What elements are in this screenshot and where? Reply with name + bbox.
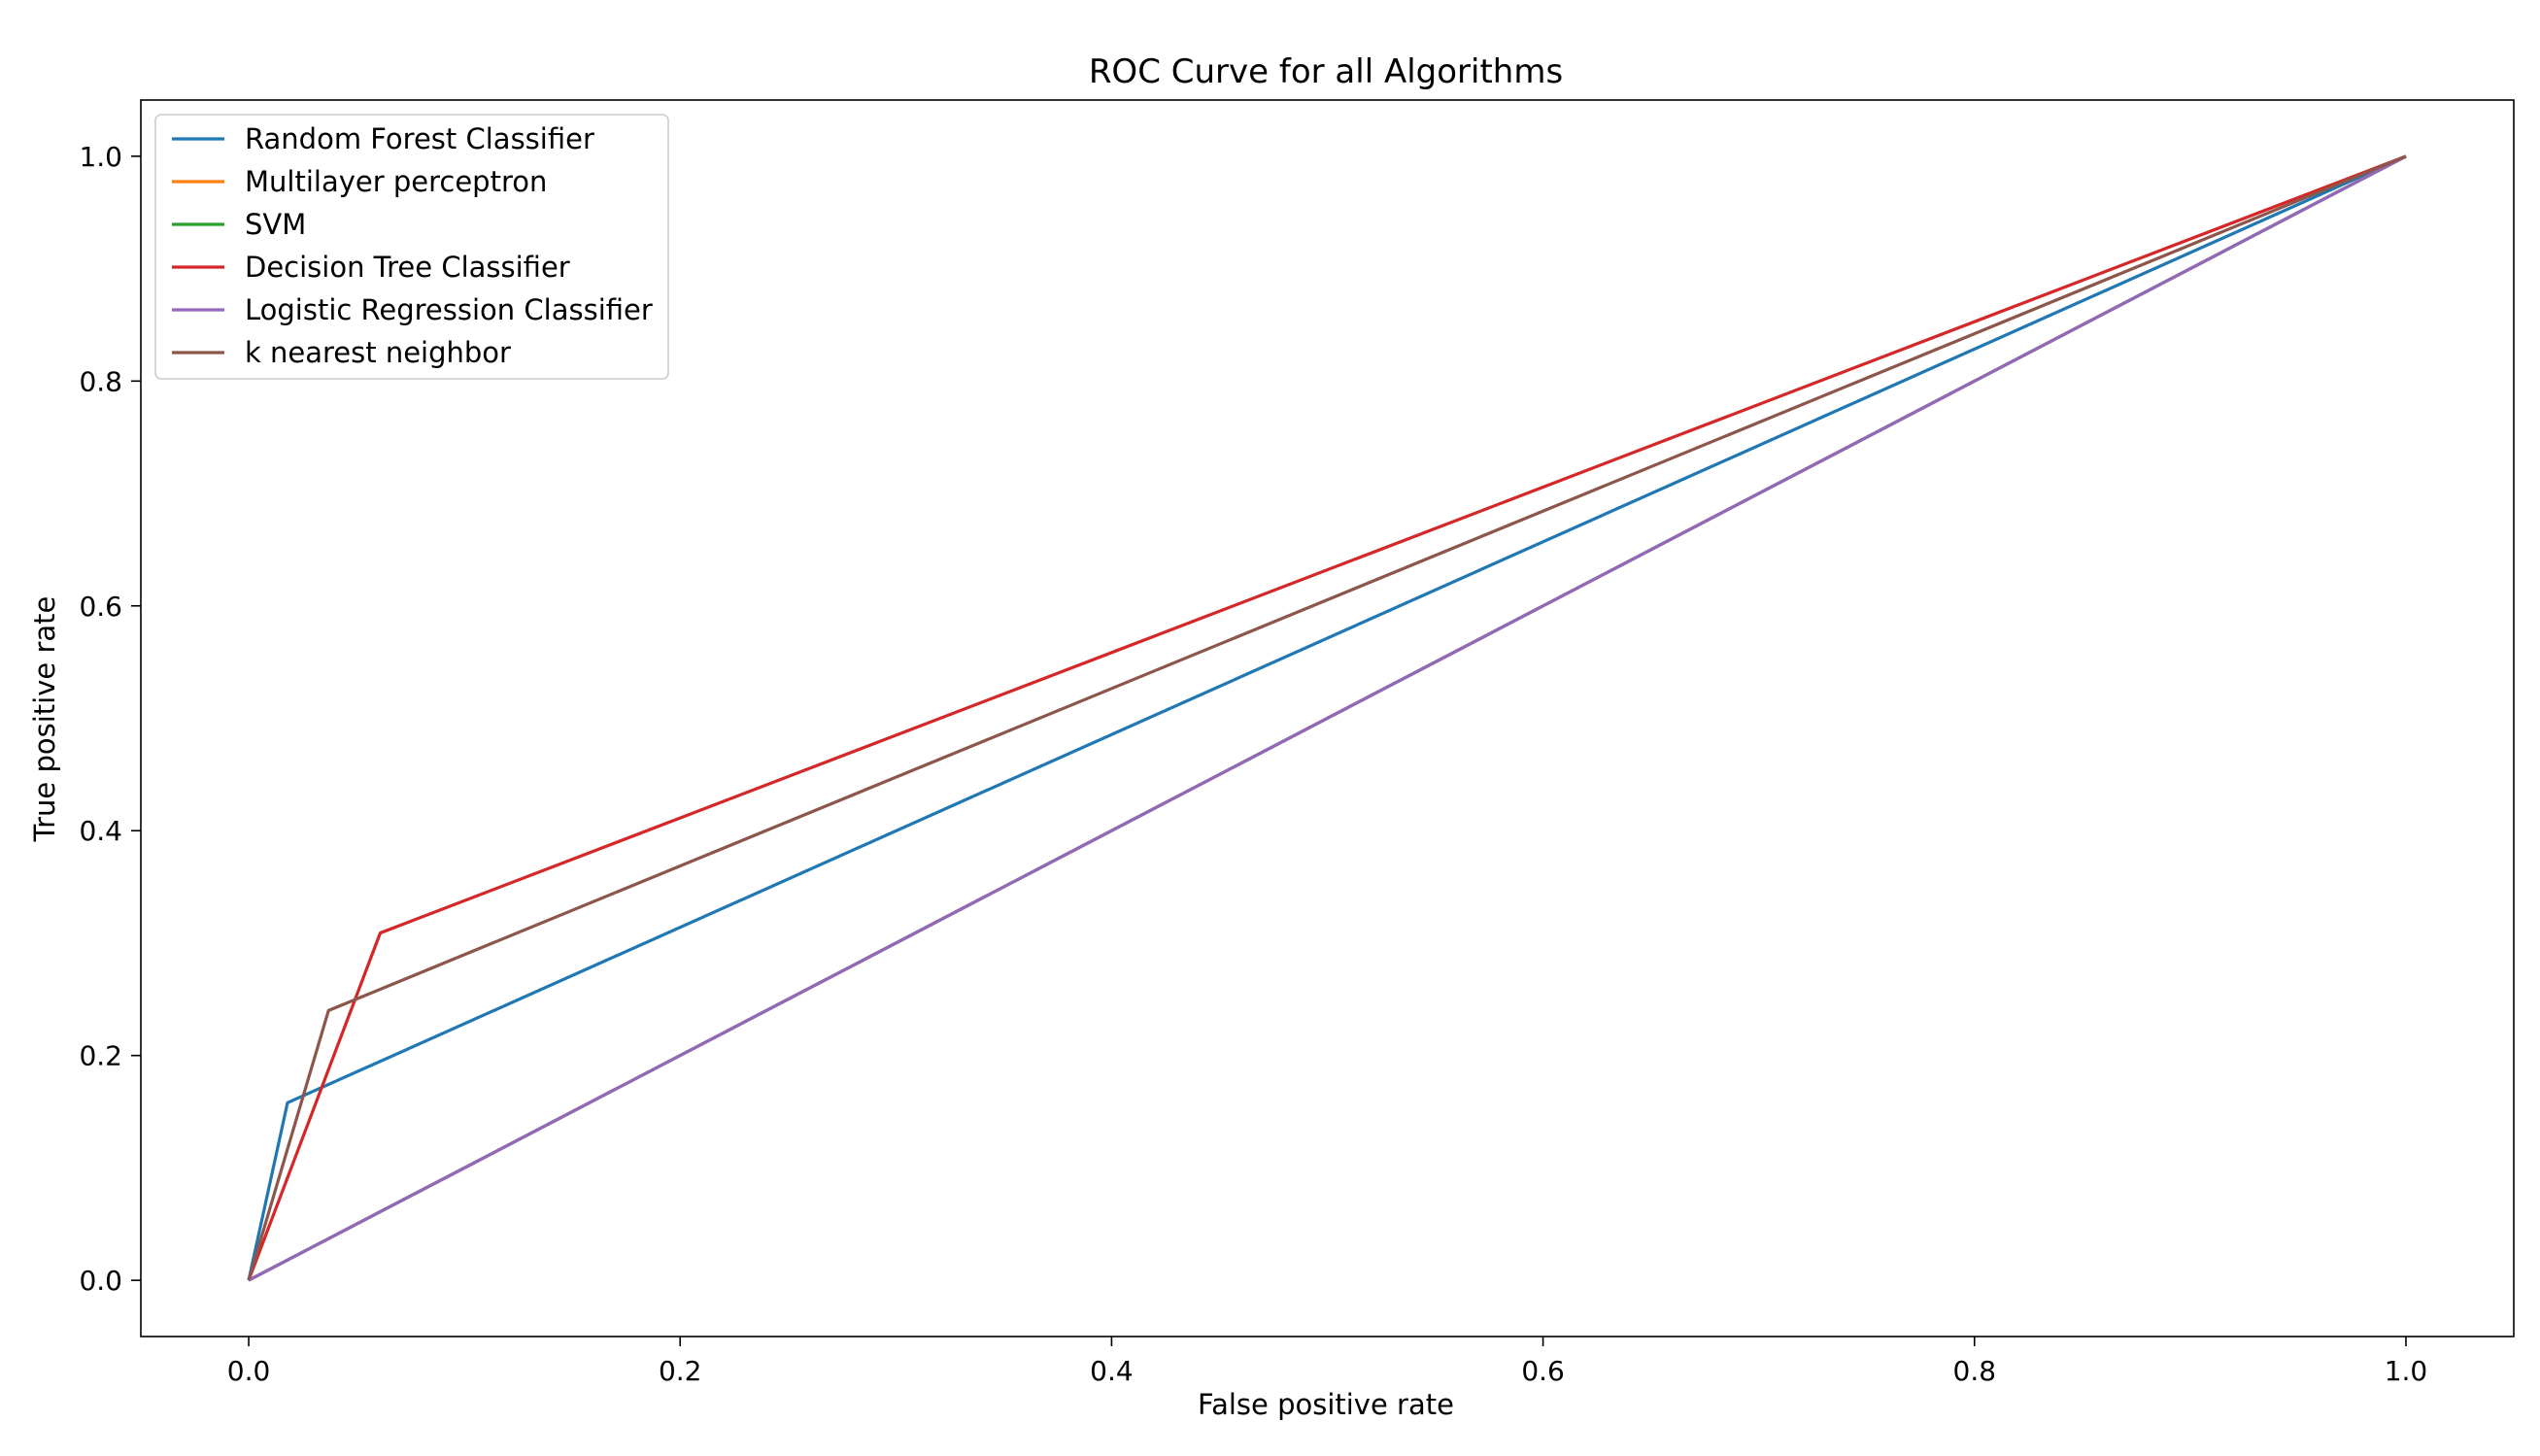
y-tick-label: 0.6 bbox=[79, 591, 122, 623]
plot-frame bbox=[140, 99, 2515, 1337]
x-tick-label: 0.2 bbox=[659, 1355, 702, 1387]
legend-label-0: Random Forest Classifier bbox=[245, 122, 594, 155]
y-tick-label: 0.8 bbox=[79, 365, 122, 397]
y-tick-label: 1.0 bbox=[79, 141, 122, 173]
x-tick-label: 0.4 bbox=[1090, 1355, 1134, 1387]
chart-title: ROC Curve for all Algorithms bbox=[1089, 52, 1563, 91]
series-line-4 bbox=[248, 154, 2407, 1282]
y-axis-label: True positive rate bbox=[28, 596, 61, 843]
series-layer bbox=[247, 154, 2407, 1282]
x-tick-label: 0.6 bbox=[1521, 1355, 1565, 1387]
x-axis-label: False positive rate bbox=[1198, 1388, 1454, 1421]
legend: Random Forest Classifier Multilayer perce… bbox=[154, 114, 669, 380]
series-line-3 bbox=[247, 154, 2407, 1281]
legend-label-2: SVM bbox=[245, 208, 306, 241]
x-tick-label: 0.0 bbox=[227, 1355, 271, 1387]
x-tick-label: 1.0 bbox=[2385, 1355, 2428, 1387]
legend-box bbox=[154, 114, 669, 380]
legend-label-3: Decision Tree Classifier bbox=[245, 251, 570, 284]
legend-label-1: Multilayer perceptron bbox=[245, 165, 547, 198]
series-line-5 bbox=[247, 154, 2407, 1281]
y-tick-label: 0.2 bbox=[79, 1040, 122, 1072]
legend-label-4: Logistic Regression Classifier bbox=[245, 293, 653, 326]
legend-label-5: k nearest neighbor bbox=[245, 336, 511, 369]
y-tick-label: 0.0 bbox=[79, 1265, 122, 1297]
y-tick-label: 0.4 bbox=[79, 815, 122, 847]
series-line-0 bbox=[247, 154, 2407, 1281]
x-axis-ticks: 0.0 0.2 0.4 0.6 0.8 1.0 bbox=[227, 1337, 2427, 1387]
y-axis-ticks: 0.0 0.2 0.4 0.6 0.8 1.0 bbox=[79, 141, 141, 1297]
x-tick-label: 0.8 bbox=[1953, 1355, 1997, 1387]
